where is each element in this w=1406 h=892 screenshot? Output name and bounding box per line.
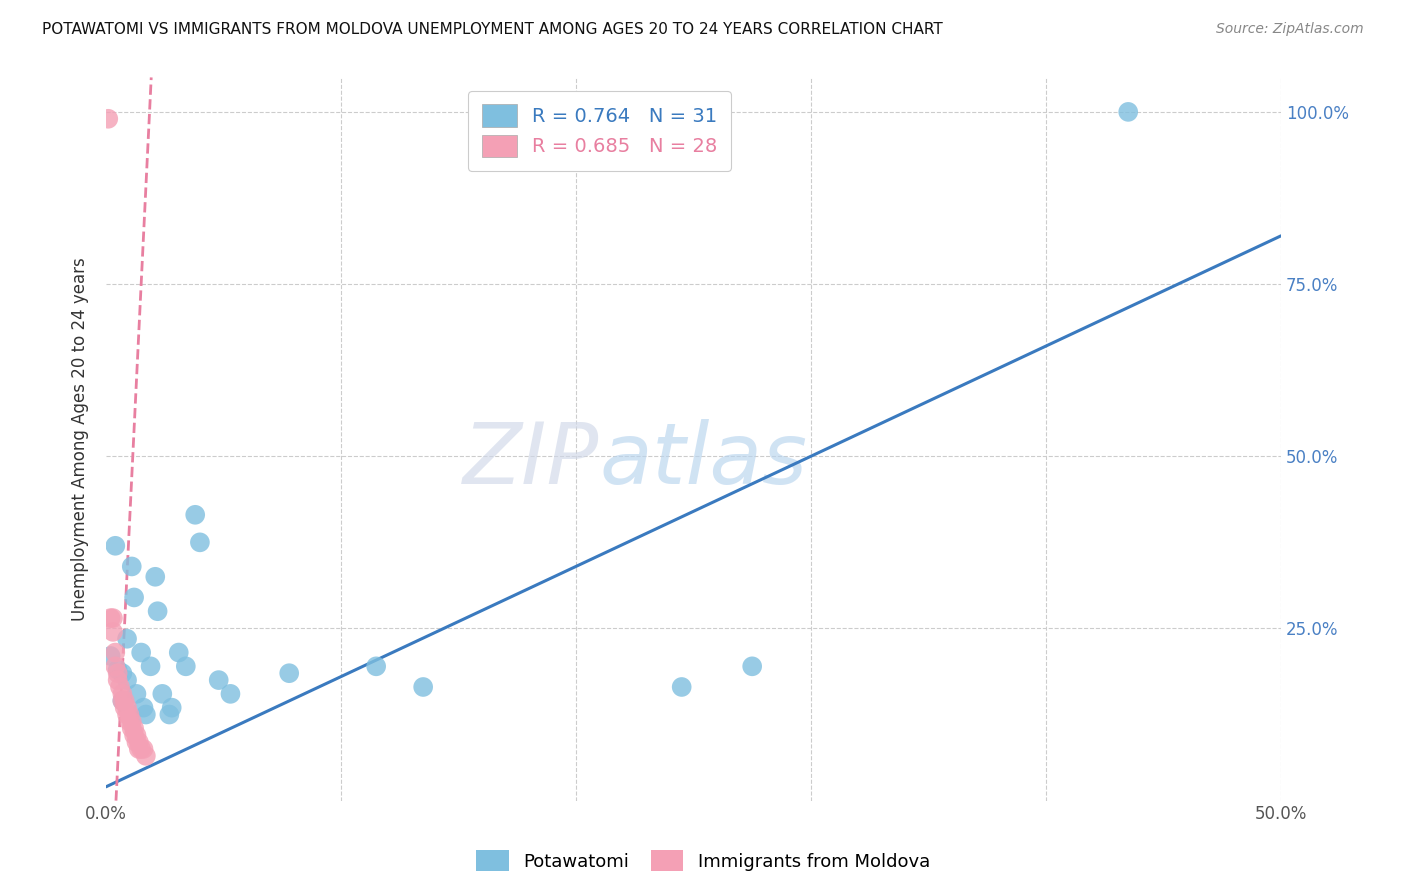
- Point: [114, 700, 136, 714]
- Point: [121, 559, 143, 574]
- Point: [143, 570, 166, 584]
- Point: [111, 694, 134, 708]
- Legend: Potawatomi, Immigrants from Moldova: Potawatomi, Immigrants from Moldova: [470, 843, 936, 879]
- Point: [100, 611, 122, 625]
- Point: [111, 694, 134, 708]
- Point: [125, 687, 148, 701]
- Point: [167, 646, 190, 660]
- Point: [135, 707, 157, 722]
- Point: [184, 508, 207, 522]
- Point: [107, 666, 129, 681]
- Point: [122, 591, 145, 605]
- Point: [115, 632, 138, 646]
- Point: [208, 673, 231, 687]
- Point: [1116, 104, 1139, 119]
- Point: [111, 666, 134, 681]
- Legend: R = 0.764   N = 31, R = 0.685   N = 28: R = 0.764 N = 31, R = 0.685 N = 28: [468, 91, 731, 170]
- Point: [146, 604, 169, 618]
- Point: [157, 707, 180, 722]
- Point: [150, 687, 173, 701]
- Point: [129, 646, 152, 660]
- Point: [125, 728, 148, 742]
- Point: [118, 707, 141, 722]
- Point: [121, 721, 143, 735]
- Point: [118, 714, 141, 729]
- Point: [160, 700, 183, 714]
- Text: POTAWATOMI VS IMMIGRANTS FROM MOLDOVA UNEMPLOYMENT AMONG AGES 20 TO 24 YEARS COR: POTAWATOMI VS IMMIGRANTS FROM MOLDOVA UN…: [42, 22, 943, 37]
- Point: [115, 700, 138, 714]
- Point: [115, 707, 138, 722]
- Point: [104, 539, 127, 553]
- Point: [188, 535, 211, 549]
- Point: [219, 687, 242, 701]
- Text: Source: ZipAtlas.com: Source: ZipAtlas.com: [1216, 22, 1364, 37]
- Point: [122, 728, 145, 742]
- Point: [104, 659, 127, 673]
- Point: [100, 648, 122, 663]
- Point: [115, 673, 138, 687]
- Point: [111, 687, 134, 701]
- Point: [122, 721, 145, 735]
- Point: [128, 735, 150, 749]
- Point: [104, 646, 127, 660]
- Text: ZIP: ZIP: [463, 419, 599, 502]
- Point: [107, 673, 129, 687]
- Point: [278, 666, 301, 681]
- Point: [129, 742, 152, 756]
- Text: atlas: atlas: [599, 419, 807, 502]
- Y-axis label: Unemployment Among Ages 20 to 24 years: Unemployment Among Ages 20 to 24 years: [72, 257, 89, 621]
- Point: [101, 611, 124, 625]
- Point: [128, 742, 150, 756]
- Point: [741, 659, 763, 673]
- Point: [671, 680, 693, 694]
- Point: [139, 659, 162, 673]
- Point: [412, 680, 434, 694]
- Point: [101, 624, 124, 639]
- Point: [174, 659, 197, 673]
- Point: [135, 748, 157, 763]
- Point: [121, 714, 143, 729]
- Point: [366, 659, 388, 673]
- Point: [107, 663, 129, 677]
- Point: [125, 735, 148, 749]
- Point: [114, 694, 136, 708]
- Point: [97, 112, 120, 126]
- Point: [108, 680, 131, 694]
- Point: [132, 700, 155, 714]
- Point: [132, 742, 155, 756]
